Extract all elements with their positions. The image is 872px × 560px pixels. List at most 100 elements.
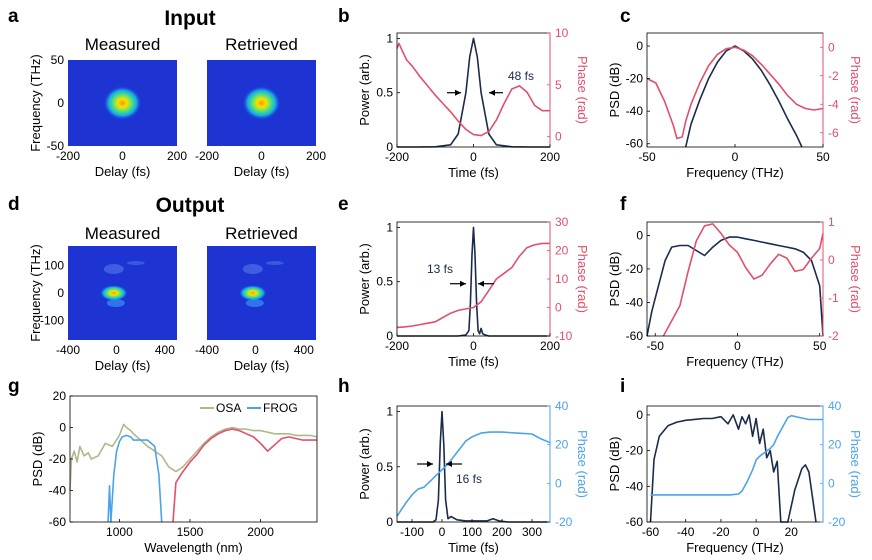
ytick-label: 0 — [57, 96, 64, 110]
xlabel-c: Frequency (THz) — [686, 165, 784, 180]
ylabel-i: PSD (dB) — [607, 437, 622, 492]
chart-i: -60 -40 -20 0 200-20-40-6040200-20Frequency … — [607, 399, 863, 555]
xtick-label: -200 — [195, 149, 219, 163]
ylabel-h: Power (arb.) — [357, 428, 372, 500]
heatmap-peak — [99, 285, 128, 301]
xtick-label: -50 — [647, 339, 665, 353]
xtick-label: 200 — [540, 150, 560, 164]
ytick-label: -40 — [49, 484, 67, 498]
subplot-title-a: Measured — [85, 35, 161, 54]
xtick-label: 50 — [816, 150, 830, 164]
series-g-frog-red — [172, 428, 317, 523]
xtick-label: 1000 — [106, 525, 133, 539]
ytick-label: -20 — [49, 452, 67, 466]
series-c-psd — [684, 45, 803, 148]
xtick-label: 200 — [540, 339, 560, 353]
heatmap-side-lobe — [242, 264, 263, 274]
ylabel-g: PSD (dB) — [30, 432, 45, 487]
chart-d: Output Measured -400 0 400 Delay (fs) Retrieve… — [28, 194, 316, 373]
panel-label-f: f — [620, 194, 627, 215]
series-g-osa — [69, 423, 318, 491]
ylabel-e: Power (arb.) — [357, 243, 372, 315]
y2tick-label: 10 — [555, 272, 569, 286]
y2tick-label: -6 — [828, 126, 839, 140]
y2tick-label: -2 — [828, 329, 839, 343]
panel-label-e: e — [338, 194, 349, 215]
xtick-label: 200 — [306, 149, 326, 163]
ytick-label: 50 — [51, 53, 65, 67]
y2tick-label: -1 — [828, 291, 839, 305]
xlabel-g: Wavelength (nm) — [144, 540, 243, 555]
y2tick-label: 0 — [828, 40, 835, 54]
xtick-label: 0 — [732, 150, 739, 164]
ytick-label: 0 — [386, 140, 393, 154]
y2label-b: Phase (rad) — [575, 56, 590, 124]
ytick-label: -60 — [626, 137, 644, 151]
legend: OSA FROG — [200, 401, 298, 415]
chart-g: 1000 1500 2000 20 0 -20 -40 -60 Wavelength (nm) P… — [30, 389, 318, 555]
heatmap-peak — [242, 86, 281, 120]
ytick-label: 1 — [386, 220, 393, 234]
xtick-label: 400 — [155, 343, 175, 357]
heatmap-peak — [238, 285, 267, 301]
xtick-label: 20 — [785, 525, 799, 539]
ytick-label: 0 — [386, 515, 393, 529]
y2label-f: Phase (rad) — [848, 245, 863, 313]
y2tick-label: 1 — [828, 215, 835, 229]
xtick-label: -400 — [195, 343, 219, 357]
series-h-phase — [396, 431, 551, 517]
legend-label-frog: FROG — [263, 401, 298, 415]
xtick-label: -20 — [712, 525, 730, 539]
ytick-label: -50 — [47, 139, 65, 153]
xtick-label: 50 — [813, 339, 827, 353]
xlabel-b: Time (fs) — [448, 165, 499, 180]
y2tick-label: 20 — [555, 438, 569, 452]
xtick-label: -60 — [642, 525, 660, 539]
subplot-title-d: Retrieved — [225, 224, 298, 243]
xtick-label: 0 — [113, 343, 120, 357]
series-b-power — [397, 37, 550, 148]
fwhm-arrow-left-head — [427, 461, 433, 467]
y2tick-label: 10 — [555, 26, 569, 40]
xtick-label: -200 — [385, 150, 409, 164]
fwhm-arrow-left-head — [460, 280, 466, 287]
xlabel-e: Time (fs) — [448, 354, 499, 369]
panel-label-i: i — [620, 376, 625, 397]
chart-f: -50 0 50 0 -20 -40 -60 1 0 -1 -2 Frequency (THz) PSD… — [607, 215, 863, 369]
xtick-label: 0 — [119, 149, 126, 163]
xtick-label: 0 — [470, 150, 477, 164]
xlabel-i: Frequency (THz) — [686, 540, 784, 555]
ytick-label: 0 — [636, 228, 643, 242]
series-c-phase — [646, 46, 824, 140]
series-e-phase — [396, 242, 550, 329]
xtick-label: -50 — [638, 150, 656, 164]
ytick-label: -100 — [40, 314, 64, 328]
xtick-label: 0 — [734, 339, 741, 353]
xtick-label: 2000 — [247, 525, 274, 539]
series-i-phase — [650, 414, 823, 496]
y2tick-label: 30 — [555, 215, 569, 229]
ytick-label: 1 — [386, 31, 393, 45]
xlabel-a: Delay (fs) — [95, 164, 151, 179]
ytick-label: 20 — [53, 389, 67, 403]
xtick-label: 200 — [492, 525, 512, 539]
y2label-e: Phase (rad) — [575, 245, 590, 313]
ytick-label: 100 — [44, 258, 64, 272]
y2tick-label: -2 — [828, 69, 839, 83]
panel-label-c: c — [620, 6, 631, 27]
ytick-label: 0 — [386, 329, 393, 343]
panel-label-b: b — [338, 6, 350, 27]
ytick-label: 1 — [386, 405, 393, 419]
xtick-label: 400 — [294, 343, 314, 357]
legend-label-osa: OSA — [216, 401, 241, 415]
ytick-label: -60 — [49, 515, 67, 529]
heatmap-side-lobe — [265, 261, 284, 265]
fwhm-arrow-right-head — [478, 280, 484, 287]
xtick-label: -200 — [385, 339, 409, 353]
heatmap-side-lobe — [126, 261, 145, 265]
chart-h: -100 0 100 200 300 0 0.5 1 -20 0 20 40 Time (fs) Powe… — [357, 399, 590, 555]
y2tick-label: 0 — [828, 253, 835, 267]
ytick-label: 0.5 — [376, 460, 393, 474]
fwhm-annotation-e: 13 fs — [427, 262, 453, 276]
ytick-label: -40 — [626, 295, 644, 309]
